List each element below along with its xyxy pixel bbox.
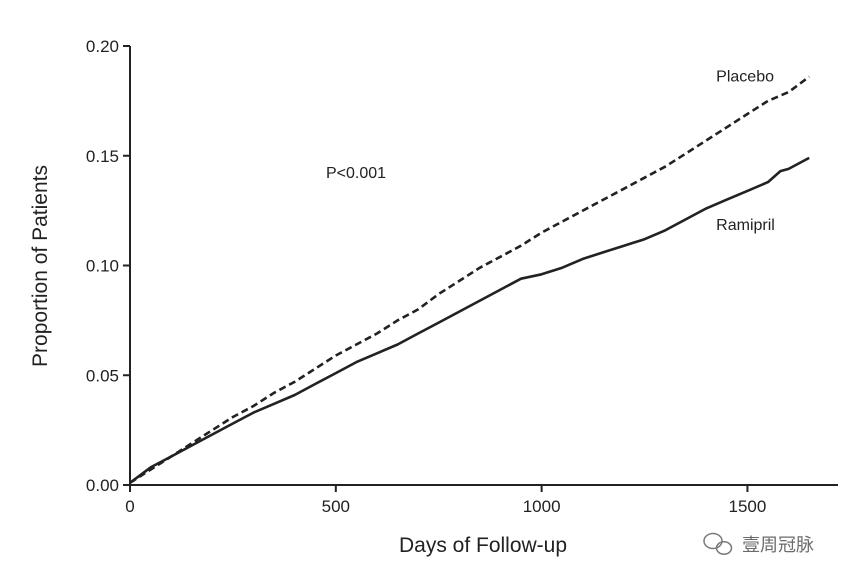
y-tick-label: 0.15	[86, 147, 119, 166]
x-ticks: 0 500 1000 1500	[125, 485, 766, 516]
y-tick-label: 0.20	[86, 37, 119, 56]
y-ticks: 0.00 0.05 0.10 0.15 0.20	[86, 37, 130, 495]
x-tick-label: 1000	[523, 497, 561, 516]
x-tick-label: 1500	[729, 497, 767, 516]
series-line-ramipril	[129, 156, 810, 484]
x-tick-label: 0	[125, 497, 134, 516]
p-value-annotation: P<0.001	[326, 165, 386, 182]
series-line-placebo	[129, 75, 810, 484]
axes	[129, 46, 838, 486]
series-layer	[129, 75, 810, 484]
y-tick-label: 0.00	[86, 476, 119, 495]
y-axis-title: Proportion of Patients	[29, 165, 52, 367]
y-tick-label: 0.10	[86, 257, 119, 276]
series-label-ramipril: Ramipril	[716, 217, 775, 234]
watermark: 壹周冠脉	[703, 532, 814, 556]
x-axis-title: Days of Follow-up	[399, 534, 567, 557]
watermark-text: 壹周冠脉	[742, 535, 814, 556]
series-label-placebo: Placebo	[716, 69, 774, 86]
series-labels: Placebo Ramipril	[716, 69, 775, 234]
y-tick-label: 0.05	[86, 366, 119, 385]
x-tick-label: 500	[322, 497, 350, 516]
wechat-icon	[703, 532, 733, 555]
